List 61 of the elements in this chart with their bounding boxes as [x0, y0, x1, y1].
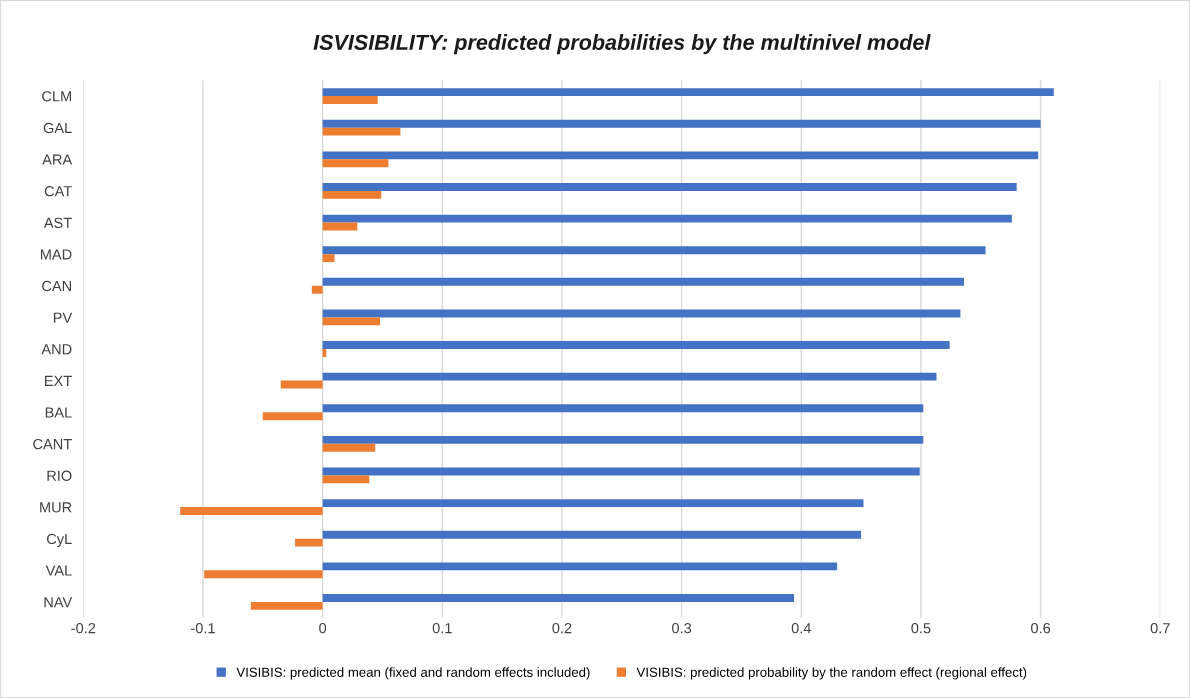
y-tick-label: CyL: [47, 533, 72, 547]
y-tick-label: ARA: [42, 154, 73, 165]
x-tick-label: 0.5: [911, 622, 931, 634]
bar: [322, 499, 864, 508]
y-tick-label: AST: [43, 217, 72, 228]
y-tick-label: PV: [53, 312, 73, 323]
x-tick-label: 0.2: [552, 622, 572, 634]
y-tick-label: MUR: [40, 502, 72, 513]
x-tick-label: -0.1: [191, 622, 215, 634]
bar: [322, 475, 370, 484]
x-tick-label: -0.2: [71, 622, 96, 634]
bar: [322, 214, 1012, 223]
y-tick-label: CANT: [33, 438, 72, 450]
bar: [322, 594, 795, 602]
bar: [250, 601, 323, 610]
y-tick-label: AND: [41, 344, 72, 355]
legend-label: VISIBIS: predicted probability by the random effect (regional effect): [636, 667, 1027, 680]
bar: [295, 538, 323, 547]
y-tick-label: CAN: [42, 280, 71, 292]
bar: [322, 562, 838, 571]
y-tick-label: NAV: [44, 597, 73, 608]
y-tick-label: CAT: [44, 186, 72, 197]
bar: [322, 309, 961, 318]
bar: [322, 317, 381, 326]
bar: [322, 435, 924, 444]
bar: [180, 507, 323, 515]
bar: [322, 530, 862, 539]
bar: [322, 443, 376, 452]
bar: [262, 412, 323, 421]
bar: [322, 277, 965, 286]
bar: [322, 127, 401, 136]
y-tick-label: MAD: [40, 249, 72, 260]
bar: [322, 246, 986, 255]
bar: [280, 380, 323, 389]
y-tick-label: GAL: [43, 122, 72, 134]
bar: [322, 341, 950, 349]
bar: [322, 254, 335, 263]
legend-label: VISIBIS: predicted mean (fixed and random effects included): [236, 667, 590, 680]
bar: [322, 119, 1041, 128]
bar: [311, 285, 323, 294]
x-tick-label: 0.4: [791, 622, 811, 634]
bar: [322, 159, 389, 168]
bar: [322, 151, 1039, 160]
y-tick-label: VAL: [45, 565, 72, 576]
bar: [204, 570, 323, 579]
y-tick-label: EXT: [45, 375, 72, 386]
bar: [322, 88, 1054, 97]
bar: [322, 190, 382, 199]
y-tick-label: RIO: [47, 470, 72, 481]
bar: [322, 183, 1017, 191]
x-tick-label: 0.1: [432, 622, 452, 634]
bar: [322, 372, 937, 381]
y-tick-label: BAL: [45, 407, 72, 418]
chart-title: ISVISIBILITY: predicted probabilities by the multinivel model: [313, 34, 931, 55]
bar: [322, 96, 378, 104]
x-tick-label: 0.3: [672, 622, 692, 634]
bar: [322, 404, 924, 413]
y-tick-label: CLM: [42, 91, 71, 102]
x-tick-label: 0.6: [1031, 622, 1051, 634]
x-tick-label: 0: [319, 622, 327, 634]
x-tick-label: 0.7: [1150, 622, 1170, 634]
